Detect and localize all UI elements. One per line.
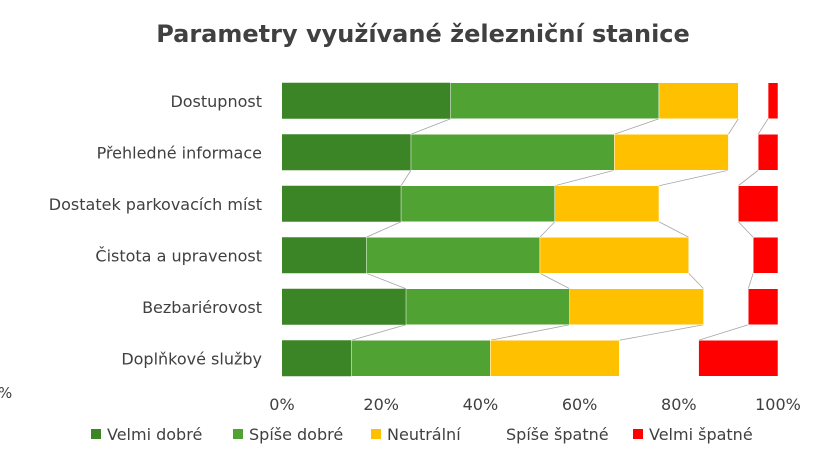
series-line bbox=[757, 118, 769, 135]
category-labels: Dostupnost Přehledné informace Dostatek pa… bbox=[49, 92, 262, 369]
category-label: Dostupnost bbox=[170, 92, 262, 111]
bars bbox=[282, 82, 779, 377]
chart-title: Parametry využívané železniční stanice bbox=[156, 20, 690, 48]
bar-neutrální bbox=[614, 134, 729, 171]
series-line bbox=[614, 118, 660, 135]
legend-label: Spíše špatné bbox=[506, 425, 609, 444]
legend-swatch bbox=[233, 429, 243, 439]
bar-velmi-špatné bbox=[747, 288, 779, 325]
bar-neutrální bbox=[554, 185, 660, 222]
bar-velmi-špatné bbox=[757, 134, 779, 171]
bar-spíše-dobré bbox=[366, 237, 541, 274]
category-label: Bezbariérovost bbox=[142, 298, 262, 317]
bar-spíše-dobré bbox=[405, 288, 570, 325]
series-line bbox=[738, 169, 759, 187]
legend-label: Neutrální bbox=[387, 425, 461, 444]
series-line bbox=[554, 169, 615, 187]
x-tick-label: 100% bbox=[755, 395, 801, 414]
series-line bbox=[688, 272, 704, 290]
x-axis-ticks: 0% 20% 40% 60% 80% 100% bbox=[269, 395, 801, 414]
series-line bbox=[366, 221, 402, 238]
bar-neutrální bbox=[539, 237, 689, 274]
series-lines bbox=[351, 118, 769, 341]
bar-neutrální bbox=[569, 288, 704, 325]
bar-velmi-špatné bbox=[738, 185, 779, 222]
bar-neutrální bbox=[658, 82, 739, 119]
legend-swatch bbox=[371, 429, 381, 439]
series-line bbox=[366, 272, 407, 290]
legend: Velmi dobré Spíše dobré Neutrální Spíše špa… bbox=[91, 425, 753, 444]
series-line bbox=[539, 221, 556, 238]
bar-velmi-špatné bbox=[752, 237, 779, 274]
bar-velmi-špatné bbox=[698, 340, 779, 377]
series-line bbox=[658, 169, 729, 187]
legend-label: Velmi špatné bbox=[649, 425, 753, 444]
series-line bbox=[619, 324, 704, 341]
x-tick-label: 0% bbox=[269, 395, 294, 414]
series-line bbox=[539, 272, 570, 290]
x-tick-label: 20% bbox=[363, 395, 399, 414]
bar-neutrální bbox=[490, 340, 620, 377]
bar-velmi-dobré bbox=[282, 288, 406, 325]
legend-label: Spíše dobré bbox=[249, 425, 343, 444]
bar-spíše-dobré bbox=[351, 340, 491, 377]
series-line bbox=[698, 324, 749, 341]
series-line bbox=[400, 170, 412, 186]
category-label: Přehledné informace bbox=[97, 143, 262, 162]
series-line bbox=[738, 221, 754, 238]
series-line bbox=[410, 118, 451, 135]
x-tick-label: 60% bbox=[562, 395, 598, 414]
series-line bbox=[490, 324, 570, 341]
x-tick-label: 80% bbox=[661, 395, 697, 414]
series-line bbox=[658, 221, 689, 238]
series-line bbox=[351, 324, 407, 341]
bar-velmi-dobré bbox=[282, 185, 402, 222]
legend-label: Velmi dobré bbox=[107, 425, 202, 444]
bar-spíše-dobré bbox=[400, 185, 556, 222]
bar-velmi-dobré bbox=[282, 82, 451, 119]
category-label: Doplňkové služby bbox=[121, 349, 262, 368]
legend-swatch bbox=[91, 429, 101, 439]
bar-velmi-dobré bbox=[282, 134, 411, 171]
bar-velmi-dobré bbox=[282, 340, 352, 377]
stray-percent-label: % bbox=[0, 384, 12, 402]
legend-swatch bbox=[488, 429, 498, 439]
legend-swatch bbox=[633, 429, 643, 439]
category-label: Čistota a upravenost bbox=[95, 246, 262, 265]
category-label: Dostatek parkovacích míst bbox=[49, 195, 262, 214]
bar-spíše-dobré bbox=[450, 82, 660, 119]
series-line bbox=[728, 118, 739, 135]
bar-velmi-špatné bbox=[767, 82, 779, 119]
bar-velmi-dobré bbox=[282, 237, 367, 274]
series-line bbox=[747, 273, 754, 289]
x-tick-label: 40% bbox=[463, 395, 499, 414]
bar-spíše-dobré bbox=[410, 134, 615, 171]
